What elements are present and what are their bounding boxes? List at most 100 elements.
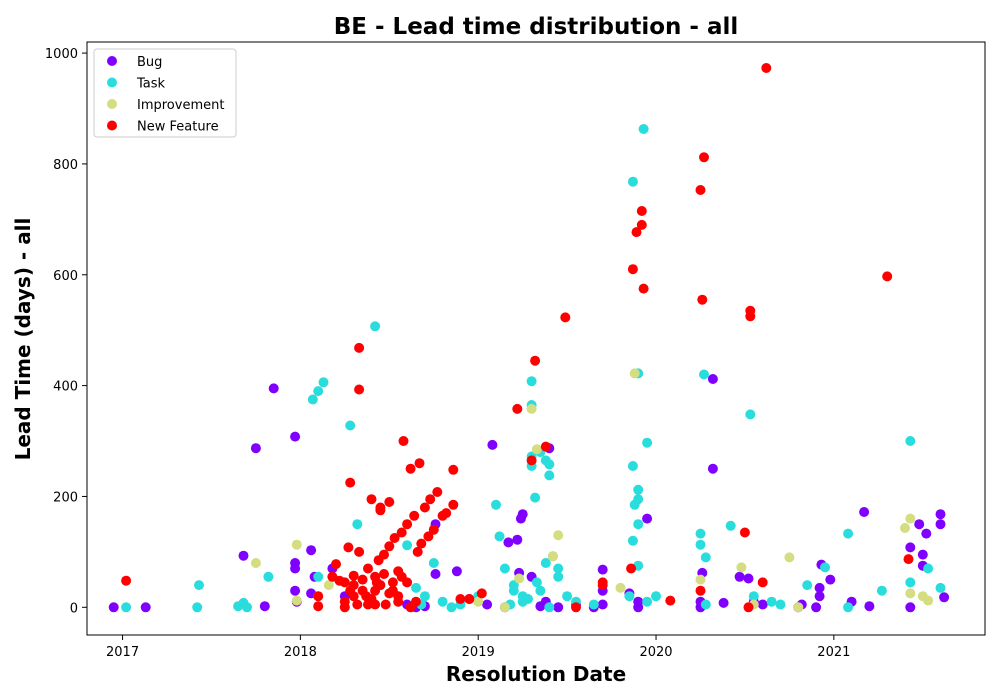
data-point bbox=[428, 558, 439, 568]
data-point bbox=[307, 394, 318, 405]
data-point bbox=[766, 596, 777, 607]
data-point bbox=[917, 549, 928, 560]
data-point bbox=[487, 439, 498, 450]
data-point bbox=[375, 502, 386, 513]
chart-title: BE - Lead time distribution - all bbox=[334, 14, 739, 40]
data-point bbox=[441, 508, 452, 519]
data-point bbox=[313, 591, 324, 602]
data-point bbox=[811, 602, 822, 613]
data-point bbox=[345, 585, 356, 596]
legend-marker bbox=[107, 99, 117, 109]
data-point bbox=[437, 596, 448, 607]
data-point bbox=[939, 592, 950, 603]
data-point bbox=[629, 499, 640, 510]
data-point bbox=[396, 527, 407, 538]
data-point bbox=[547, 551, 558, 562]
data-point bbox=[695, 539, 706, 550]
data-point bbox=[419, 502, 430, 513]
data-point bbox=[323, 580, 334, 591]
data-point bbox=[345, 420, 356, 431]
data-point bbox=[544, 470, 555, 481]
data-point bbox=[905, 513, 916, 524]
data-point bbox=[291, 595, 302, 606]
data-point bbox=[448, 464, 459, 475]
data-point bbox=[540, 441, 551, 452]
data-point bbox=[631, 227, 642, 238]
x-tick-label: 2019 bbox=[462, 645, 495, 660]
data-point bbox=[242, 602, 252, 613]
data-point bbox=[291, 539, 302, 550]
data-point bbox=[409, 510, 420, 521]
data-point bbox=[290, 431, 301, 442]
data-point bbox=[389, 533, 400, 543]
data-point bbox=[503, 537, 514, 548]
data-point bbox=[597, 580, 608, 591]
data-point bbox=[736, 562, 747, 573]
legend-marker bbox=[107, 77, 117, 88]
data-point bbox=[370, 321, 381, 332]
data-point bbox=[859, 507, 870, 517]
data-point bbox=[923, 595, 934, 606]
legend-label: Task bbox=[136, 77, 166, 92]
data-point bbox=[757, 599, 768, 610]
data-point bbox=[402, 540, 413, 551]
data-point bbox=[411, 582, 421, 593]
data-point bbox=[238, 550, 249, 561]
data-point bbox=[375, 580, 386, 591]
data-point bbox=[633, 596, 644, 607]
data-point bbox=[642, 596, 653, 607]
data-point bbox=[494, 531, 505, 542]
data-point bbox=[108, 602, 119, 613]
data-point bbox=[531, 577, 542, 588]
data-point bbox=[734, 571, 745, 582]
legend-marker bbox=[107, 56, 117, 66]
plot-marks bbox=[108, 63, 950, 613]
data-point bbox=[491, 499, 501, 510]
data-point bbox=[430, 569, 441, 579]
data-point bbox=[499, 602, 510, 613]
data-point bbox=[448, 499, 459, 510]
y-axis: 0 200 400 600 800 1000 bbox=[45, 47, 87, 616]
x-axis: 2017 2018 2019 2020 2021 bbox=[106, 635, 850, 660]
data-point bbox=[793, 602, 804, 613]
data-point bbox=[398, 436, 409, 446]
data-point bbox=[597, 599, 608, 610]
data-point bbox=[784, 552, 795, 563]
x-axis-title: Resolution Date bbox=[446, 662, 626, 686]
data-point bbox=[718, 597, 729, 608]
data-point bbox=[121, 602, 132, 613]
data-point bbox=[476, 588, 487, 599]
x-tick-label: 2017 bbox=[106, 645, 139, 660]
data-point bbox=[331, 559, 341, 570]
data-point bbox=[393, 596, 404, 607]
data-point bbox=[370, 599, 381, 610]
data-point bbox=[348, 570, 359, 581]
data-point bbox=[419, 591, 430, 602]
plot-frame bbox=[86, 41, 986, 636]
data-point bbox=[695, 185, 706, 195]
data-point bbox=[562, 591, 573, 602]
data-point bbox=[414, 458, 425, 469]
legend: Bug Task Improvement New Feature bbox=[93, 48, 237, 138]
data-point bbox=[695, 585, 706, 596]
data-point bbox=[748, 591, 759, 602]
data-point bbox=[250, 558, 261, 568]
data-point bbox=[396, 571, 407, 582]
y-tick-label: 0 bbox=[70, 601, 78, 616]
y-tick-label: 200 bbox=[53, 490, 78, 505]
x-tick-label: 2020 bbox=[639, 645, 672, 660]
data-point bbox=[921, 528, 932, 539]
y-tick-label: 800 bbox=[53, 158, 78, 173]
data-point bbox=[290, 563, 301, 574]
data-point bbox=[814, 582, 825, 593]
y-tick-label: 1000 bbox=[45, 47, 78, 62]
data-point bbox=[757, 577, 768, 588]
x-tick-label: 2021 bbox=[817, 645, 850, 660]
data-point bbox=[455, 594, 466, 604]
data-point bbox=[814, 591, 825, 602]
data-point bbox=[553, 530, 564, 541]
data-point bbox=[425, 494, 436, 505]
x-tick-label: 2018 bbox=[284, 645, 317, 660]
data-point bbox=[535, 585, 546, 596]
data-point bbox=[700, 599, 711, 610]
